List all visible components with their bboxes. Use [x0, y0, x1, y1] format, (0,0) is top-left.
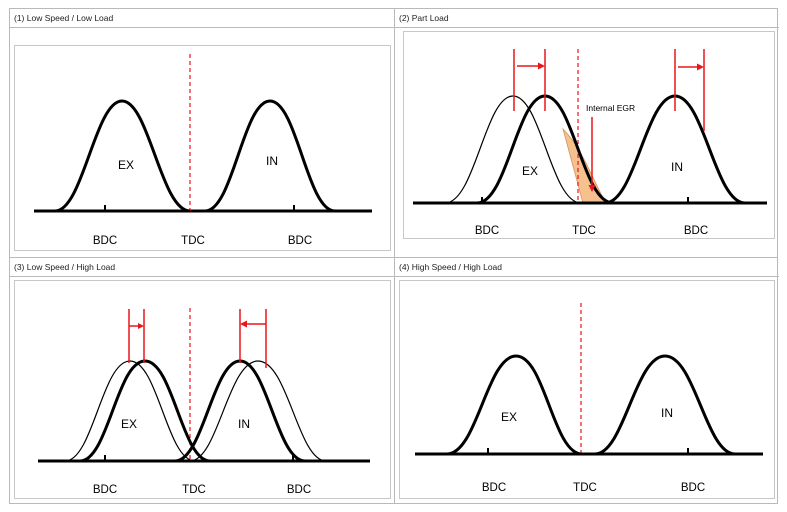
valve-lift-diagram: Internal EGR EX IN BDC TDC BDC: [413, 49, 767, 237]
tdc-label: TDC: [182, 484, 206, 496]
grid-divider-vertical: [394, 9, 395, 503]
arrowhead: [138, 323, 144, 329]
bdc-label-left: BDC: [93, 484, 117, 496]
ex-label: EX: [501, 410, 517, 424]
bdc-label-left: BDC: [475, 225, 499, 237]
valve-lift-diagram: EX IN BDC TDC BDC: [415, 303, 763, 494]
in-label: IN: [238, 417, 250, 431]
panel-frame: [14, 280, 391, 499]
tdc-label: TDC: [573, 482, 597, 494]
exhaust-valve-curve-retarded: [79, 359, 211, 463]
ex-label: EX: [121, 417, 137, 431]
panel-low-speed-high-load: (3) Low Speed / High Load EX IN BDC TDC …: [10, 258, 394, 505]
bdc-label-left: BDC: [93, 235, 117, 247]
panel-title: (1) Low Speed / Low Load: [10, 9, 394, 28]
arrowhead: [240, 320, 247, 328]
panel-title: (3) Low Speed / High Load: [10, 258, 394, 277]
intake-valve-curve-advanced: [174, 359, 306, 463]
intake-valve-curve: [204, 99, 336, 213]
panel-frame: [403, 31, 775, 239]
tdc-label: TDC: [572, 225, 596, 237]
exhaust-valve-curve: [54, 99, 191, 213]
panel-high-speed-high-load: (4) High Speed / High Load EX IN BDC TDC…: [395, 258, 779, 505]
intake-valve-curve: [594, 354, 736, 456]
bdc-label-right: BDC: [287, 484, 311, 496]
tdc-label: TDC: [181, 235, 205, 247]
diagram-grid: (1) Low Speed / Low Load EX IN BDC TDC B…: [9, 8, 779, 505]
in-label: IN: [661, 406, 673, 420]
exhaust-valve-curve: [446, 354, 583, 456]
valve-lift-diagram: EX IN BDC TDC BDC: [38, 308, 370, 496]
bdc-label-right: BDC: [681, 482, 705, 494]
panel-part-load: (2) Part Load Internal EGR EX IN BDC: [395, 9, 779, 257]
bdc-label-left: BDC: [482, 482, 506, 494]
arrowhead: [588, 185, 596, 192]
panel-title: (4) High Speed / High Load: [395, 258, 779, 277]
ex-label: EX: [118, 158, 134, 172]
in-label: IN: [671, 160, 683, 174]
valve-lift-diagram: EX IN BDC TDC BDC: [34, 54, 372, 247]
in-label: IN: [266, 154, 278, 168]
exhaust-valve-curve-base: [64, 360, 196, 462]
bdc-label-right: BDC: [684, 225, 708, 237]
ex-label: EX: [522, 164, 538, 178]
intake-valve-curve-base: [189, 360, 327, 462]
bdc-label-right: BDC: [288, 235, 312, 247]
arrowhead: [697, 63, 704, 71]
arrowhead: [538, 62, 545, 70]
panel-low-speed-low-load: (1) Low Speed / Low Load EX IN BDC TDC B…: [10, 9, 394, 257]
exhaust-valve-curve-base: [444, 95, 582, 204]
grid-divider-horizontal: [10, 257, 777, 258]
panel-frame: [14, 45, 391, 251]
internal-egr-label: Internal EGR: [586, 103, 635, 113]
panel-frame: [399, 280, 775, 499]
panel-title: (2) Part Load: [395, 9, 779, 28]
